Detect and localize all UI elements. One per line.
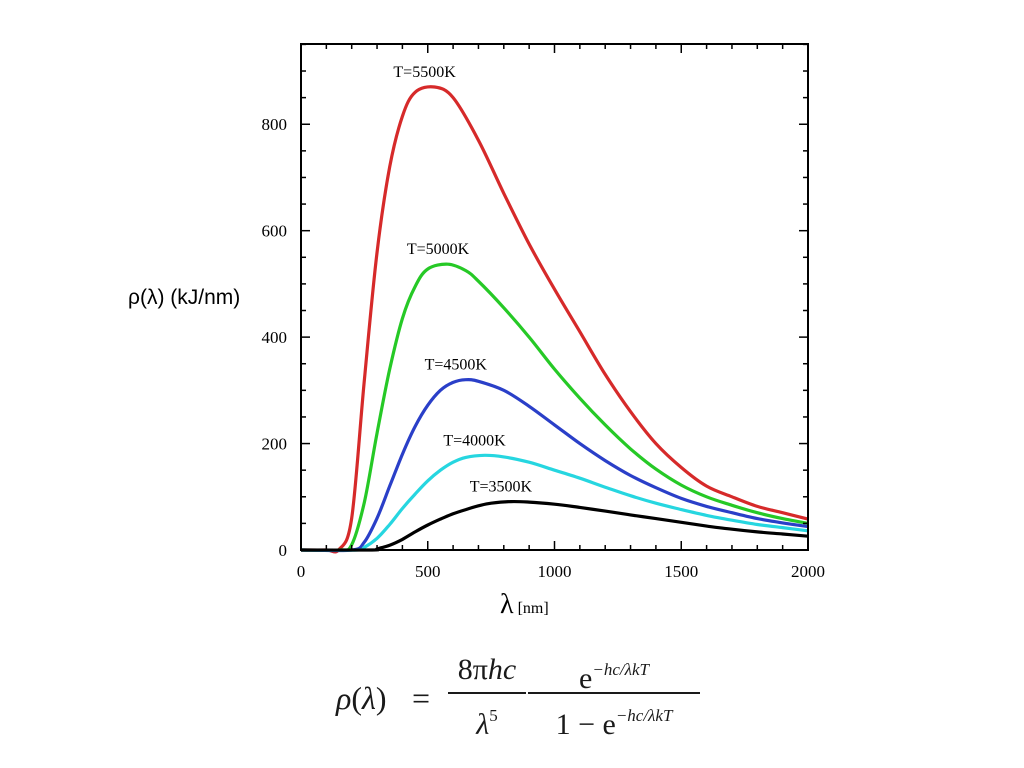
y-tick-label: 800 xyxy=(262,115,288,134)
x-axis-symbol: λ xyxy=(500,589,514,620)
x-tick-label: 500 xyxy=(415,562,441,581)
formula-fraction-2: e−hc/λkT 1 − e−hc/λkT xyxy=(528,650,700,741)
fraction-2-denominator: 1 − e−hc/λkT xyxy=(555,706,673,741)
x-tick-label: 2000 xyxy=(791,562,825,581)
series-line-4500k xyxy=(300,378,809,553)
series-line-3500k xyxy=(300,499,809,552)
planck-formula: ρ(λ) = 8πhc λ5 e−hc/λkT 1 − e−hc/λkT xyxy=(336,650,756,750)
series-label-5500k: T=5500K xyxy=(393,64,456,81)
x-axis-unit: [nm] xyxy=(517,600,549,617)
plot-frame xyxy=(300,43,809,551)
formula-equals: = xyxy=(412,680,431,716)
x-tick-label: 0 xyxy=(297,562,306,581)
fraction-1-denominator: λ5 xyxy=(476,706,498,741)
fraction-1-numerator: 8πhc xyxy=(457,653,517,686)
series-label-4500k: T=4500K xyxy=(425,357,488,374)
series-line-5500k xyxy=(300,85,809,554)
fraction-2-numerator: e−hc/λkT xyxy=(579,660,649,695)
x-tick-label: 1500 xyxy=(664,562,698,581)
y-axis-label: ρ(λ) (kJ/nm) xyxy=(128,286,241,309)
x-axis-label: λ [nm] xyxy=(500,589,549,621)
formula-fraction-1: 8πhc λ5 xyxy=(448,650,526,741)
fraction-1-bar xyxy=(448,692,526,694)
x-tick-label: 1000 xyxy=(538,562,572,581)
series-line-5000k xyxy=(300,262,809,552)
y-tick-label: 0 xyxy=(279,541,288,560)
y-tick-label: 200 xyxy=(262,435,288,454)
series-line-4000k xyxy=(300,453,809,552)
series-label-4000k: T=4000K xyxy=(443,432,506,449)
y-tick-label: 600 xyxy=(262,222,288,241)
series-label-3500k: T=3500K xyxy=(470,479,533,496)
series-label-5000k: T=5000K xyxy=(407,241,470,258)
fraction-2-bar xyxy=(528,692,700,694)
formula-lhs: ρ(λ) xyxy=(336,680,387,716)
y-tick-label: 400 xyxy=(262,328,288,347)
